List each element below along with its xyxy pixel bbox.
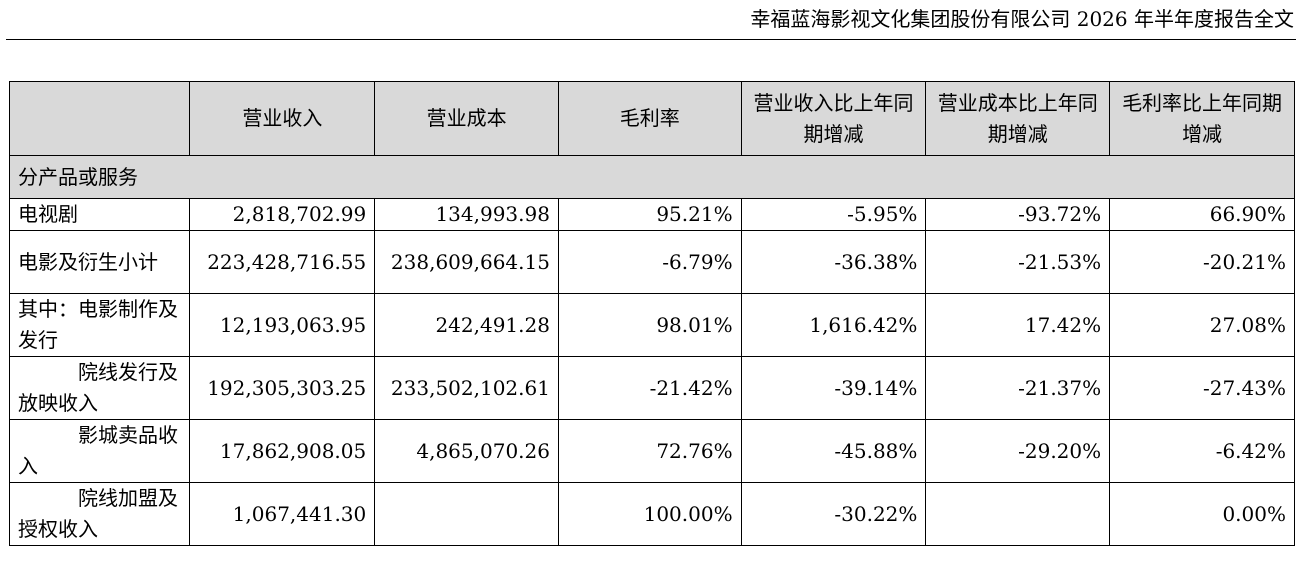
cell-margin: -21.42% [557,356,742,420]
cell-cost: 242,491.28 [374,293,559,357]
cell-margin-change: 27.08% [1109,293,1295,357]
cell-cost: 238,609,664.15 [374,230,559,294]
cell-margin: 95.21% [557,198,742,231]
cell-cost-change [925,482,1111,546]
table-row: 影城卖品收入 17,862,908.05 4,865,070.26 72.76%… [8,419,1295,483]
section-label: 分产品或服务 [9,155,1295,199]
row-label: 院线发行及放映收入 [8,356,191,420]
row-label: 其中：电影制作及发行 [8,293,191,357]
row-label: 影城卖品收入 [8,419,191,483]
header-divider [6,39,1296,40]
cell-revenue: 223,428,716.55 [189,230,376,294]
header-cost-change: 营业成本比上年同期增减 [925,81,1111,156]
cell-revenue: 2,818,702.99 [189,198,376,231]
row-label: 电视剧 [8,198,191,231]
cell-revenue: 1,067,441.30 [189,482,376,546]
section-row: 分产品或服务 [9,155,1295,199]
cell-margin: 98.01% [557,293,742,357]
cell-cost-change: -21.53% [925,230,1111,294]
cell-revenue: 12,193,063.95 [189,293,376,357]
table-row: 电影及衍生小计 223,428,716.55 238,609,664.15 -6… [8,230,1295,294]
header-cost: 营业成本 [374,81,559,156]
cell-revenue: 192,305,303.25 [189,356,376,420]
row-label: 电影及衍生小计 [8,230,191,294]
cell-cost [374,482,559,546]
cell-cost-change: -93.72% [925,198,1111,231]
cell-margin-change: 66.90% [1109,198,1295,231]
cell-margin-change: -6.42% [1109,419,1295,483]
header-gross-margin: 毛利率 [557,81,742,156]
cell-cost-change: -29.20% [925,419,1111,483]
cell-revenue: 17,862,908.05 [189,419,376,483]
cell-revenue-change: -5.95% [740,198,927,231]
header-blank [8,81,191,156]
cell-cost: 134,993.98 [374,198,559,231]
cell-margin-change: 0.00% [1109,482,1295,546]
table-row: 院线发行及放映收入 192,305,303.25 233,502,102.61 … [8,356,1295,420]
header-revenue: 营业收入 [189,81,376,156]
cell-cost-change: -21.37% [925,356,1111,420]
table-row: 电视剧 2,818,702.99 134,993.98 95.21% -5.95… [8,198,1295,231]
row-label: 院线加盟及授权收入 [8,482,191,546]
table-row: 其中：电影制作及发行 12,193,063.95 242,491.28 98.0… [8,293,1295,357]
cell-cost-change: 17.42% [925,293,1111,357]
report-title: 幸福蓝海影视文化集团股份有限公司 2026 年半年度报告全文 [750,7,1294,31]
cell-revenue-change: -36.38% [740,230,927,294]
cell-revenue-change: -30.22% [740,482,927,546]
product-revenue-table: 营业收入 营业成本 毛利率 营业收入比上年同期增减 营业成本比上年同期增减 毛利… [8,81,1295,546]
header-revenue-change: 营业收入比上年同期增减 [740,81,927,156]
cell-margin: -6.79% [557,230,742,294]
cell-cost: 233,502,102.61 [374,356,559,420]
cell-margin-change: -20.21% [1109,230,1295,294]
cell-margin: 72.76% [557,419,742,483]
cell-revenue-change: -45.88% [740,419,927,483]
document-header: 幸福蓝海影视文化集团股份有限公司 2026 年半年度报告全文 [0,0,1302,42]
header-margin-change: 毛利率比上年同期增减 [1109,81,1295,156]
cell-margin: 100.00% [557,482,742,546]
table-row: 院线加盟及授权收入 1,067,441.30 100.00% -30.22% 0… [8,482,1295,546]
cell-revenue-change: 1,616.42% [740,293,927,357]
cell-cost: 4,865,070.26 [374,419,559,483]
cell-revenue-change: -39.14% [740,356,927,420]
cell-margin-change: -27.43% [1109,356,1295,420]
table-header-row: 营业收入 营业成本 毛利率 营业收入比上年同期增减 营业成本比上年同期增减 毛利… [8,81,1295,156]
